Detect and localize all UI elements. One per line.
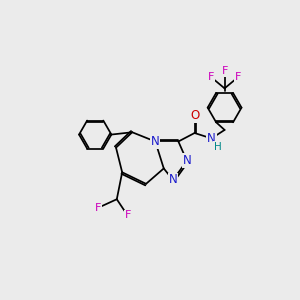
Text: F: F [221, 66, 228, 76]
Text: H: H [214, 142, 221, 152]
Text: N: N [169, 173, 177, 187]
Text: F: F [124, 210, 131, 220]
Text: O: O [190, 109, 199, 122]
Text: N: N [151, 135, 160, 148]
Text: N: N [207, 132, 216, 145]
Text: N: N [182, 154, 191, 167]
Text: F: F [95, 203, 101, 213]
Text: F: F [208, 72, 214, 82]
Text: F: F [235, 72, 242, 82]
